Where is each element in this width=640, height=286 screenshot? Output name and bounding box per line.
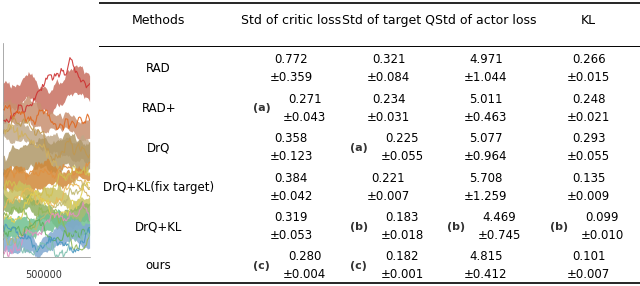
- Text: 0.280
±0.004: 0.280 ±0.004: [283, 251, 326, 281]
- Text: 500000: 500000: [25, 270, 62, 279]
- Text: 0.266
±0.015: 0.266 ±0.015: [567, 53, 611, 84]
- Text: 0.248
±0.021: 0.248 ±0.021: [567, 93, 611, 124]
- Text: 0.321
±0.084: 0.321 ±0.084: [367, 53, 410, 84]
- Text: 0.135
±0.009: 0.135 ±0.009: [567, 172, 611, 202]
- Text: 0.225
±0.055: 0.225 ±0.055: [381, 132, 424, 163]
- Text: Methods: Methods: [132, 13, 186, 27]
- Text: Std of critic loss: Std of critic loss: [241, 13, 341, 27]
- Text: 0.183
±0.018: 0.183 ±0.018: [380, 211, 424, 242]
- Text: 0.772
±0.359: 0.772 ±0.359: [269, 53, 313, 84]
- Text: 0.358
±0.123: 0.358 ±0.123: [269, 132, 313, 163]
- Text: (c): (c): [350, 261, 367, 271]
- Text: KL: KL: [581, 13, 596, 27]
- Text: 0.293
±0.055: 0.293 ±0.055: [567, 132, 610, 163]
- Text: RAD: RAD: [147, 62, 171, 75]
- Text: (c): (c): [253, 261, 270, 271]
- Text: Std of actor loss: Std of actor loss: [435, 13, 536, 27]
- Text: 0.234
±0.031: 0.234 ±0.031: [367, 93, 410, 124]
- Text: ours: ours: [146, 259, 172, 273]
- Text: DrQ+KL: DrQ+KL: [135, 220, 182, 233]
- Text: 5.708
±1.259: 5.708 ±1.259: [464, 172, 508, 202]
- Text: (a): (a): [350, 143, 367, 152]
- Text: Std of target Q: Std of target Q: [342, 13, 435, 27]
- Text: 4.971
±1.044: 4.971 ±1.044: [464, 53, 508, 84]
- Text: RAD+: RAD+: [141, 102, 176, 115]
- Text: 4.815
±0.412: 4.815 ±0.412: [464, 251, 508, 281]
- Text: 4.469
±0.745: 4.469 ±0.745: [477, 211, 521, 242]
- Text: 0.099
±0.010: 0.099 ±0.010: [580, 211, 624, 242]
- Text: (b): (b): [447, 222, 465, 231]
- Text: 5.011
±0.463: 5.011 ±0.463: [464, 93, 508, 124]
- Text: (b): (b): [550, 222, 568, 231]
- Text: (b): (b): [349, 222, 368, 231]
- Text: 0.319
±0.053: 0.319 ±0.053: [269, 211, 313, 242]
- Text: 5.077
±0.964: 5.077 ±0.964: [464, 132, 508, 163]
- Text: (a): (a): [253, 103, 270, 113]
- Text: 0.221
±0.007: 0.221 ±0.007: [367, 172, 410, 202]
- Text: 0.101
±0.007: 0.101 ±0.007: [567, 251, 611, 281]
- Text: 0.384
±0.042: 0.384 ±0.042: [269, 172, 313, 202]
- Text: DrQ+KL(fix target): DrQ+KL(fix target): [103, 180, 214, 194]
- Text: DrQ: DrQ: [147, 141, 170, 154]
- Text: 0.182
±0.001: 0.182 ±0.001: [380, 251, 424, 281]
- Text: 0.271
±0.043: 0.271 ±0.043: [283, 93, 326, 124]
